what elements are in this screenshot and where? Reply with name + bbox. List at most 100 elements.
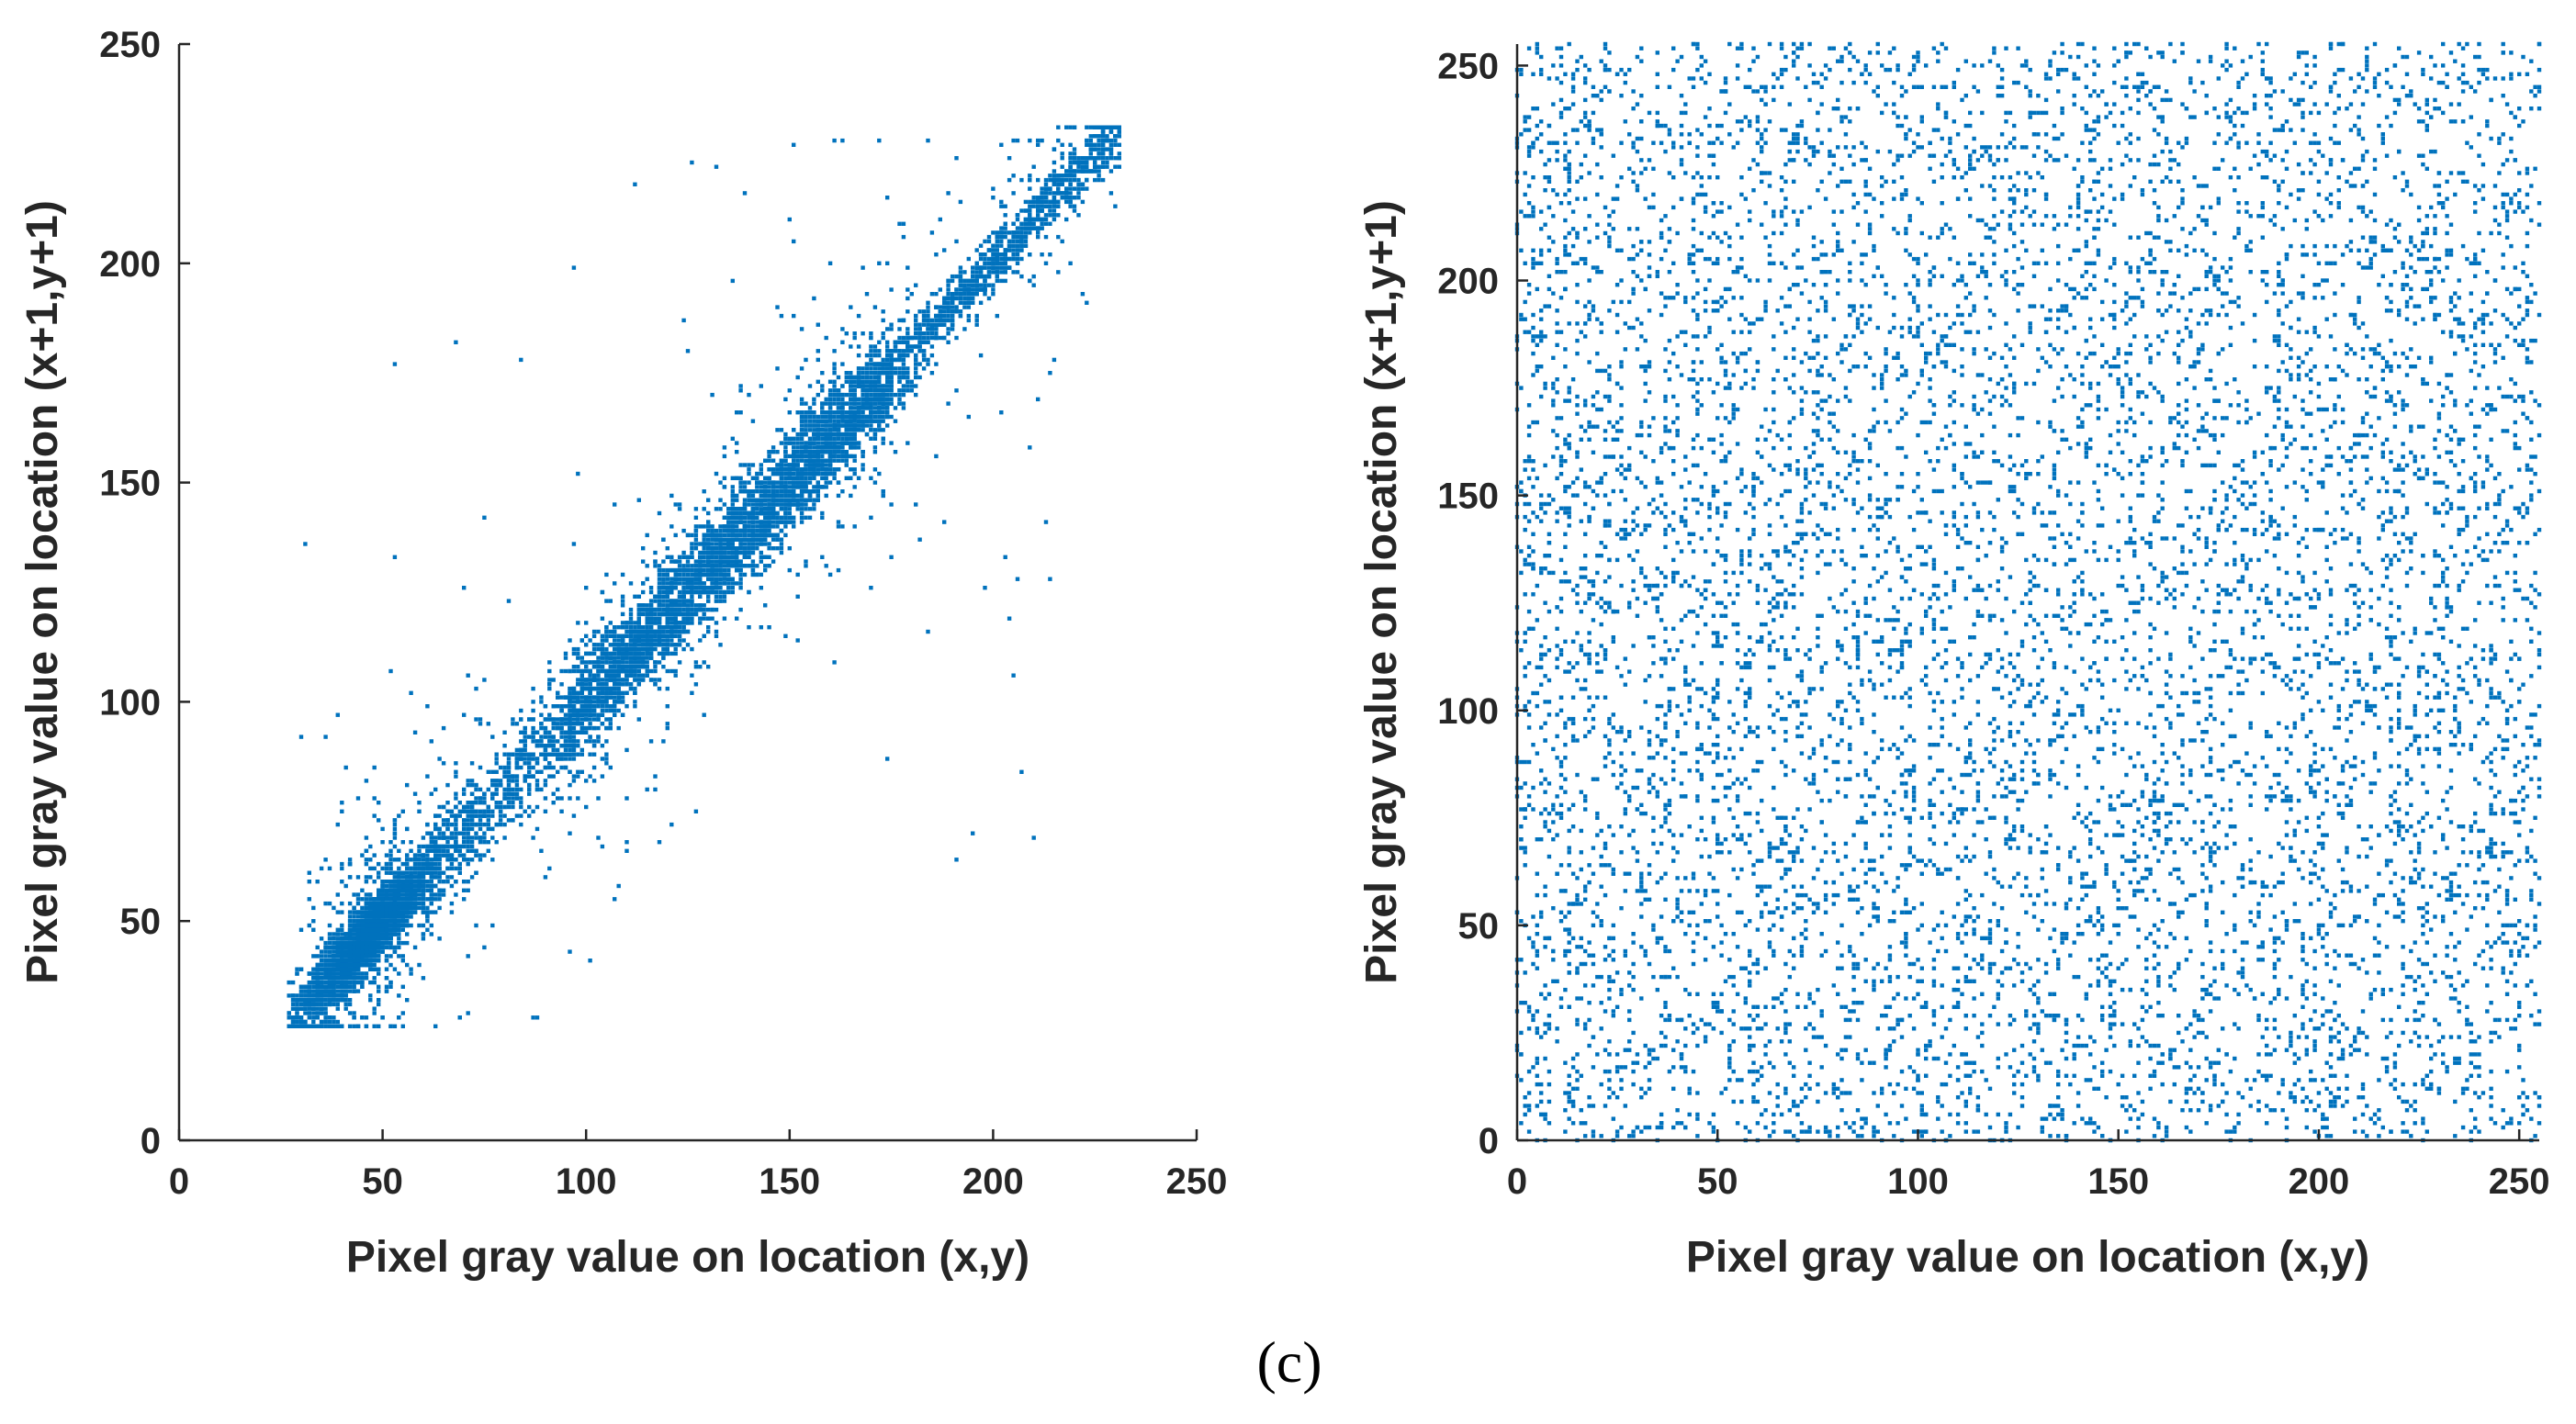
data-point xyxy=(738,550,743,555)
data-point xyxy=(726,515,731,520)
data-point xyxy=(405,858,410,862)
data-point xyxy=(1100,142,1106,147)
data-point xyxy=(641,678,646,682)
data-point xyxy=(608,722,613,726)
data-point xyxy=(914,366,918,371)
data-point xyxy=(527,761,532,766)
data-point xyxy=(836,480,841,485)
data-point xyxy=(775,467,780,472)
data-point xyxy=(1113,156,1118,161)
data-point xyxy=(531,686,535,691)
data-point xyxy=(685,533,691,538)
data-point xyxy=(999,278,1004,284)
data-point xyxy=(840,340,845,344)
data-point xyxy=(816,349,820,353)
data-point xyxy=(1113,142,1118,147)
data-point xyxy=(466,822,470,827)
data-point xyxy=(1052,174,1057,178)
data-point xyxy=(807,419,813,423)
data-point xyxy=(506,757,512,761)
data-point xyxy=(498,822,503,827)
data-point xyxy=(954,335,959,341)
data-point xyxy=(1048,191,1052,196)
data-point xyxy=(445,801,450,805)
data-point xyxy=(816,423,820,428)
data-point xyxy=(946,278,951,284)
data-point xyxy=(372,980,377,985)
data-point xyxy=(792,502,796,507)
data-point xyxy=(718,498,723,502)
data-point xyxy=(906,265,910,270)
data-point xyxy=(392,858,398,862)
data-point xyxy=(820,515,825,520)
data-point xyxy=(388,984,393,989)
data-point xyxy=(804,507,808,511)
data-point xyxy=(653,646,658,652)
data-point xyxy=(287,980,291,985)
data-point xyxy=(1072,160,1077,165)
data-point xyxy=(661,594,666,599)
data-point xyxy=(298,993,304,998)
data-point xyxy=(469,761,475,766)
data-point xyxy=(490,782,495,788)
data-point xyxy=(735,476,739,480)
data-point xyxy=(807,480,813,485)
data-point xyxy=(466,831,470,835)
data-point xyxy=(832,476,837,480)
data-point xyxy=(466,818,470,823)
data-point xyxy=(372,967,377,971)
data-point xyxy=(889,392,894,398)
data-point xyxy=(665,629,669,634)
data-point xyxy=(490,835,495,840)
data-point xyxy=(571,744,577,748)
data-point xyxy=(820,371,825,376)
data-point xyxy=(1015,234,1020,240)
data-point xyxy=(824,410,828,415)
data-point xyxy=(1056,204,1061,208)
data-point xyxy=(482,796,487,801)
data-point xyxy=(372,866,377,871)
data-point xyxy=(392,945,398,950)
data-point xyxy=(539,725,544,731)
data-point xyxy=(812,502,816,507)
data-point xyxy=(926,362,930,366)
data-point xyxy=(681,555,686,559)
data-point xyxy=(763,485,768,489)
data-point xyxy=(816,357,820,363)
data-point xyxy=(767,546,771,551)
data-point xyxy=(616,686,621,691)
data-point xyxy=(759,586,763,590)
data-point xyxy=(954,287,959,292)
data-point xyxy=(807,471,813,477)
data-point xyxy=(343,1006,348,1011)
data-point xyxy=(942,309,947,314)
data-point xyxy=(742,498,748,502)
data-point xyxy=(804,564,808,568)
data-point xyxy=(1100,138,1106,143)
data-point xyxy=(906,340,910,344)
data-point xyxy=(792,515,796,520)
data-point xyxy=(527,765,532,770)
data-point xyxy=(405,880,410,884)
data-point xyxy=(1036,196,1041,200)
data-point xyxy=(425,905,430,911)
data-point xyxy=(914,331,918,336)
data-point xyxy=(543,765,548,770)
data-point xyxy=(429,923,433,928)
data-point xyxy=(999,204,1004,208)
data-point xyxy=(449,866,455,871)
data-point xyxy=(454,774,458,779)
data-point xyxy=(864,384,870,388)
data-point xyxy=(563,651,568,656)
data-point xyxy=(323,945,328,950)
data-point xyxy=(681,646,686,652)
data-point xyxy=(926,322,930,327)
data-point xyxy=(1007,239,1012,244)
data-point xyxy=(527,813,532,818)
data-point xyxy=(759,550,763,555)
data-point xyxy=(991,292,996,297)
data-point xyxy=(653,599,658,603)
data-point xyxy=(478,765,483,770)
data-point xyxy=(551,765,556,770)
data-point xyxy=(469,822,475,827)
